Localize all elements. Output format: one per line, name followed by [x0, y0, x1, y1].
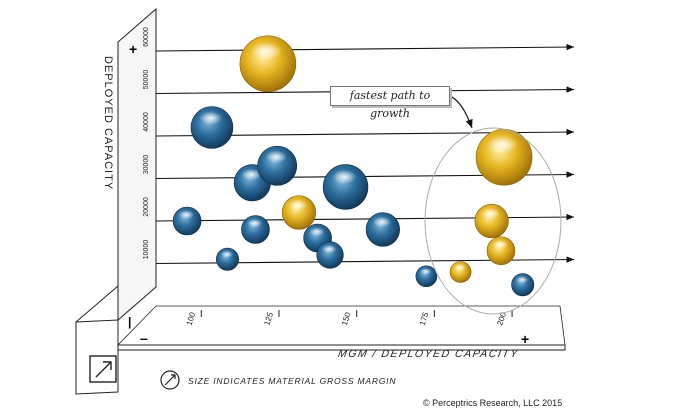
y-tick-label: 10000	[143, 240, 150, 260]
base-panel	[75, 319, 119, 395]
blue-bubble	[316, 241, 344, 269]
gold-bubble	[474, 203, 509, 239]
y-tick-label: 60000	[143, 27, 150, 47]
blue-bubble	[215, 247, 239, 271]
callout-arrow	[447, 94, 473, 129]
y-axis-plus: +	[129, 41, 137, 57]
blue-bubble	[415, 265, 438, 288]
y-tick-label: 50000	[143, 70, 150, 90]
base-edge	[75, 285, 119, 323]
y-tick-label: 30000	[143, 155, 150, 175]
x-axis-title: MGM / DEPLOYED CAPACITY	[336, 348, 520, 360]
corner-arrow-icon	[89, 355, 117, 383]
blue-bubble	[257, 145, 298, 186]
gridline-20000	[155, 213, 575, 222]
x-axis-band	[117, 344, 566, 351]
blue-bubble	[241, 215, 270, 244]
growth-highlight-ellipse	[424, 127, 562, 315]
blue-bubble	[365, 212, 400, 247]
gold-bubble	[281, 195, 317, 230]
x-tick-label: 200	[495, 311, 508, 327]
size-legend-note: SIZE INDICATES MATERIAL GROSS MARGIN	[188, 376, 397, 386]
gold-bubble	[475, 128, 533, 186]
gold-bubble	[486, 236, 516, 266]
size-legend-icon	[160, 370, 180, 390]
blue-bubble	[511, 273, 535, 297]
gold-bubble	[239, 35, 297, 93]
blue-bubble	[322, 164, 369, 210]
growth-callout: fastest path to growth	[330, 86, 450, 120]
x-tick-label: 100	[185, 311, 198, 327]
x-tick-label: 125	[262, 311, 275, 327]
y-tick-label: 20000	[143, 197, 150, 217]
blue-bubble	[172, 206, 202, 236]
x-axis-plus: +	[521, 331, 529, 347]
y-tick-label: 40000	[143, 112, 150, 132]
blue-bubble	[190, 106, 234, 149]
gridline-60000	[155, 43, 575, 52]
y-axis-minus: |	[128, 315, 131, 329]
x-tick-label: 150	[340, 311, 353, 327]
gold-bubble	[449, 261, 472, 283]
copyright-notice: © Perceptrics Research, LLC 2015	[423, 398, 563, 408]
back-wall	[117, 7, 157, 322]
x-axis-minus: –	[140, 330, 148, 346]
y-axis-title: DEPLOYED CAPACITY	[102, 56, 114, 191]
x-tick-label: 175	[418, 311, 431, 327]
